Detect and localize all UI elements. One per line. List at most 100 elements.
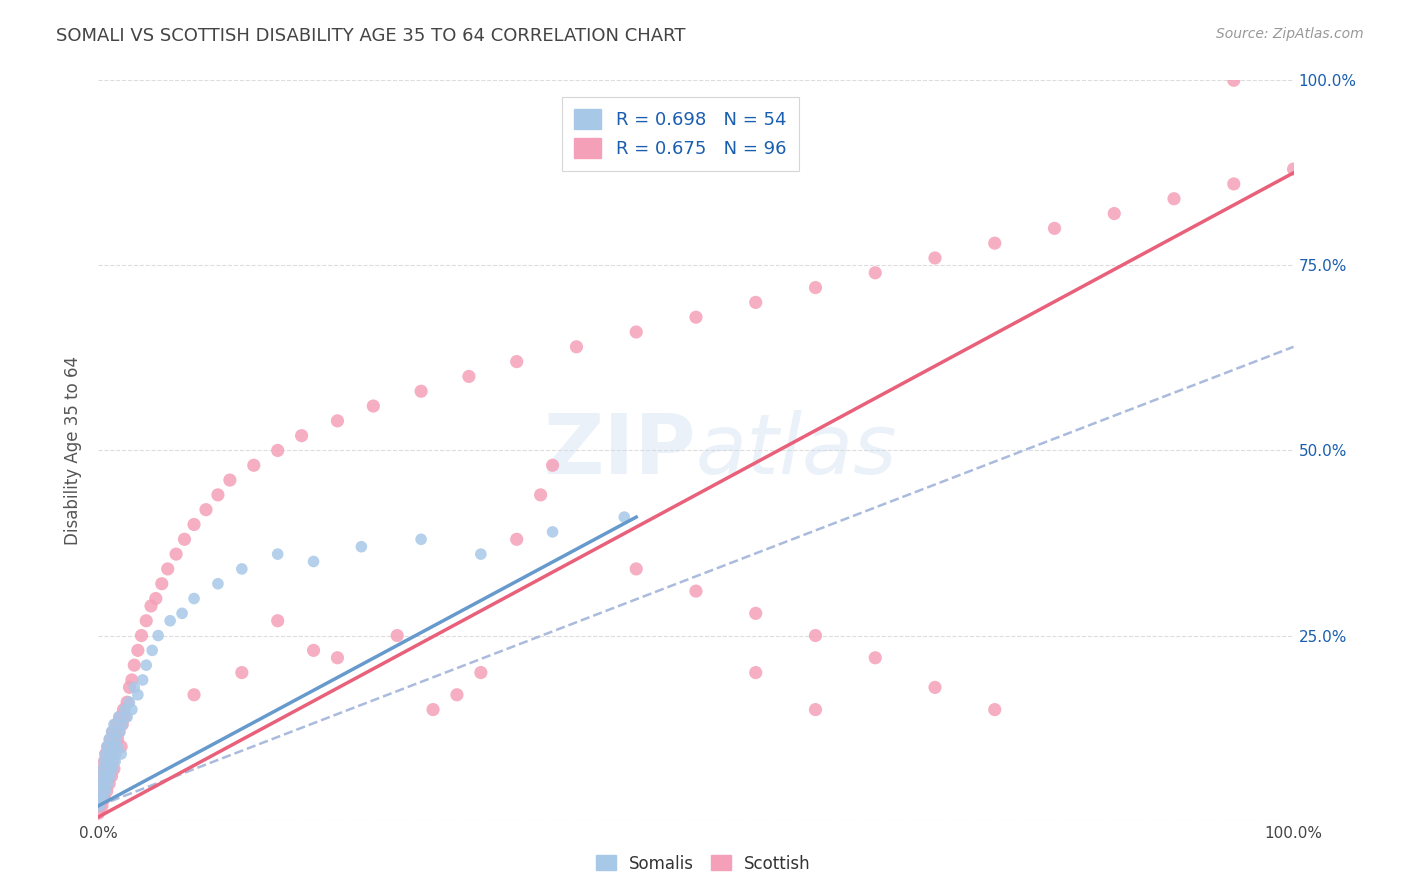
Point xyxy=(103,739,125,754)
Point xyxy=(1282,162,1305,177)
Point xyxy=(231,562,253,576)
Point xyxy=(326,414,349,428)
Point xyxy=(101,755,124,769)
Text: ZIP: ZIP xyxy=(544,410,696,491)
Point xyxy=(506,533,529,547)
Point xyxy=(267,547,290,561)
Point xyxy=(124,681,146,695)
Point xyxy=(90,776,112,791)
Point xyxy=(104,755,127,769)
Text: atlas: atlas xyxy=(696,410,897,491)
Point xyxy=(1223,73,1246,87)
Point xyxy=(231,665,253,680)
Point xyxy=(87,806,110,821)
Point xyxy=(91,798,114,813)
Point xyxy=(91,762,114,776)
Point xyxy=(243,458,266,473)
Y-axis label: Disability Age 35 to 64: Disability Age 35 to 64 xyxy=(65,356,83,545)
Point xyxy=(141,643,163,657)
Point xyxy=(94,747,117,761)
Point xyxy=(267,614,290,628)
Point xyxy=(127,688,149,702)
Point xyxy=(98,769,122,783)
Text: Source: ZipAtlas.com: Source: ZipAtlas.com xyxy=(1216,27,1364,41)
Point xyxy=(139,599,162,613)
Point xyxy=(103,747,125,761)
Point xyxy=(107,732,129,747)
Point xyxy=(98,732,122,747)
Point xyxy=(108,710,131,724)
Point xyxy=(91,762,114,776)
Point xyxy=(101,724,124,739)
Point xyxy=(107,710,129,724)
Point xyxy=(94,776,117,791)
Point xyxy=(207,488,229,502)
Point xyxy=(98,762,122,776)
Point xyxy=(114,710,136,724)
Point xyxy=(96,769,118,783)
Point xyxy=(131,628,153,642)
Point xyxy=(103,717,125,731)
Point xyxy=(613,510,636,524)
Point xyxy=(115,710,138,724)
Point xyxy=(98,732,121,747)
Point xyxy=(865,650,887,665)
Point xyxy=(97,739,120,754)
Point xyxy=(422,703,444,717)
Point xyxy=(156,562,179,576)
Point xyxy=(104,747,127,761)
Point xyxy=(103,762,125,776)
Point xyxy=(626,325,648,339)
Point xyxy=(541,524,564,539)
Point xyxy=(183,591,205,606)
Point xyxy=(685,310,707,325)
Text: SOMALI VS SCOTTISH DISABILITY AGE 35 TO 64 CORRELATION CHART: SOMALI VS SCOTTISH DISABILITY AGE 35 TO … xyxy=(56,27,686,45)
Point xyxy=(1104,206,1126,220)
Point xyxy=(93,755,115,769)
Point xyxy=(91,784,114,798)
Point xyxy=(98,755,121,769)
Point xyxy=(105,732,128,747)
Point xyxy=(350,540,373,554)
Point xyxy=(98,747,122,761)
Point xyxy=(97,776,120,791)
Point xyxy=(302,643,325,657)
Point xyxy=(118,695,141,709)
Point xyxy=(112,703,135,717)
Point xyxy=(165,547,187,561)
Point xyxy=(110,747,132,761)
Point xyxy=(93,755,115,769)
Point xyxy=(121,673,143,687)
Point xyxy=(1163,192,1185,206)
Point xyxy=(89,798,111,813)
Point xyxy=(135,614,157,628)
Point xyxy=(89,784,111,798)
Point xyxy=(183,688,205,702)
Point xyxy=(96,784,118,798)
Point xyxy=(91,769,114,783)
Point xyxy=(804,628,827,642)
Point xyxy=(506,354,529,368)
Point xyxy=(195,502,218,516)
Legend: R = 0.698   N = 54, R = 0.675   N = 96: R = 0.698 N = 54, R = 0.675 N = 96 xyxy=(561,96,799,170)
Point xyxy=(924,251,946,265)
Point xyxy=(745,295,768,310)
Point xyxy=(148,628,170,642)
Point xyxy=(150,576,173,591)
Point xyxy=(745,607,768,621)
Point xyxy=(984,703,1007,717)
Point xyxy=(93,776,115,791)
Point xyxy=(924,681,946,695)
Point xyxy=(804,280,827,294)
Point xyxy=(411,384,433,399)
Point xyxy=(94,747,117,761)
Point xyxy=(626,562,648,576)
Point xyxy=(207,576,229,591)
Point xyxy=(93,791,115,805)
Point xyxy=(89,798,111,813)
Point xyxy=(91,769,114,783)
Legend: Somalis, Scottish: Somalis, Scottish xyxy=(589,848,817,880)
Point xyxy=(385,628,409,642)
Point xyxy=(100,724,122,739)
Point xyxy=(115,695,138,709)
